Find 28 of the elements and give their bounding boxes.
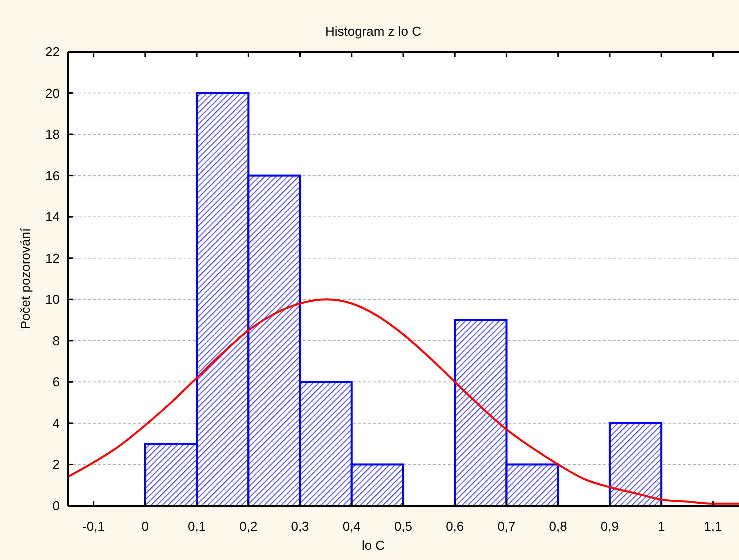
y-tick-label: 18	[46, 127, 60, 142]
x-tick-label: 0,9	[600, 519, 619, 534]
x-axis-title: lo C	[362, 538, 386, 553]
x-tick-label: 0,8	[549, 519, 568, 534]
y-tick-label: 22	[46, 44, 60, 60]
y-axis-title: Počet pozorování	[18, 228, 33, 330]
x-tick-label: 0,4	[342, 519, 361, 534]
x-tick-label: 0,1	[188, 519, 206, 534]
y-tick-label: 20	[46, 86, 60, 101]
y-tick-label: 2	[52, 457, 60, 472]
y-tick-label: 10	[46, 292, 60, 308]
x-tick-label: 0,7	[498, 519, 516, 534]
x-tick-label: 0,6	[446, 519, 464, 534]
y-tick-label: 0	[52, 498, 60, 514]
x-tick-label: 1,1	[704, 519, 722, 534]
x-tick-label: 1	[658, 519, 666, 534]
x-tick-label: 0	[142, 519, 150, 534]
x-tick-label: 0,3	[291, 519, 310, 534]
y-tick-label: 4	[52, 416, 60, 431]
y-tick-label: 12	[46, 250, 60, 266]
y-tick-label: 14	[46, 210, 60, 225]
y-tick-label: 6	[52, 374, 60, 390]
y-tick-label: 16	[46, 168, 60, 184]
chart-title: Histogram z lo C	[325, 24, 422, 39]
x-tick-label: -0,1	[82, 519, 106, 534]
x-tick-label: 0,5	[394, 519, 413, 534]
y-tick-label: 8	[52, 333, 60, 348]
x-tick-label: 0,2	[240, 519, 258, 534]
